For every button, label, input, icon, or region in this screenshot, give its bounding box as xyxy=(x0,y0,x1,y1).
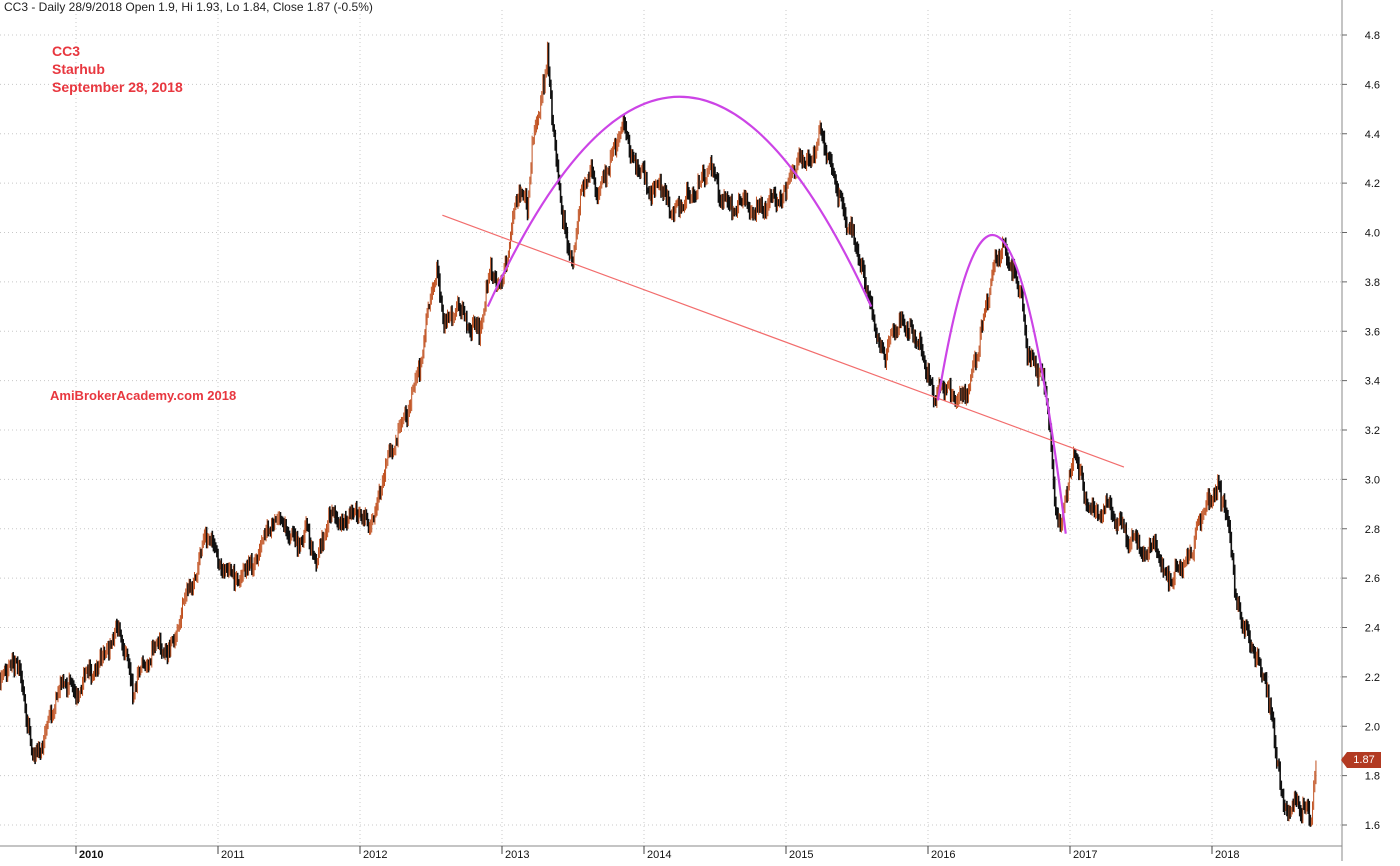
y-tick-label: 1.8 xyxy=(1365,771,1380,783)
y-tick-label: 2.6 xyxy=(1365,573,1380,585)
x-tick-label: 2011 xyxy=(221,849,245,861)
y-tick-label: 2.4 xyxy=(1365,623,1380,635)
x-tick-label: 2016 xyxy=(931,849,955,861)
y-tick-label: 2.0 xyxy=(1365,721,1380,733)
y-tick-label: 2.2 xyxy=(1365,672,1380,684)
x-tick-label: 2017 xyxy=(1073,849,1097,861)
company-label: Starhub xyxy=(52,61,105,77)
trendline xyxy=(442,214,1125,468)
chart-header: CC3 - Daily 28/9/2018 Open 1.9, Hi 1.93,… xyxy=(4,0,373,14)
y-tick-label: 3.8 xyxy=(1365,277,1380,289)
x-tick-label: 2013 xyxy=(505,849,529,861)
y-tick-label: 2.8 xyxy=(1365,524,1380,536)
watermark-label: AmiBrokerAcademy.com 2018 xyxy=(50,388,237,403)
y-tick-label: 4.6 xyxy=(1365,79,1380,91)
y-tick-label: 4.2 xyxy=(1365,178,1380,190)
y-tick-label: 1.6 xyxy=(1365,820,1380,832)
x-tick-label: 2018 xyxy=(1215,849,1239,861)
last-price-tag: 1.87 xyxy=(1341,752,1381,768)
y-tick-label: 4.4 xyxy=(1365,129,1380,141)
y-tick-label: 3.4 xyxy=(1365,376,1380,388)
y-tick-label: 3.0 xyxy=(1365,474,1380,486)
y-tick-label: 3.6 xyxy=(1365,326,1380,338)
date-label: September 28, 2018 xyxy=(52,79,183,95)
y-tick-label: 3.2 xyxy=(1365,425,1380,437)
x-tick-label: 2010 xyxy=(79,849,103,861)
ticker-label: CC3 xyxy=(52,43,81,59)
y-tick-label: 4.8 xyxy=(1365,30,1380,42)
y-tick-label: 4.0 xyxy=(1365,228,1380,240)
pattern-arc-right xyxy=(936,233,1067,534)
x-tick-label: 2012 xyxy=(363,849,387,861)
pattern-arc-main xyxy=(486,95,873,308)
x-tick-label: 2015 xyxy=(789,849,813,861)
x-tick-label: 2014 xyxy=(647,849,671,861)
